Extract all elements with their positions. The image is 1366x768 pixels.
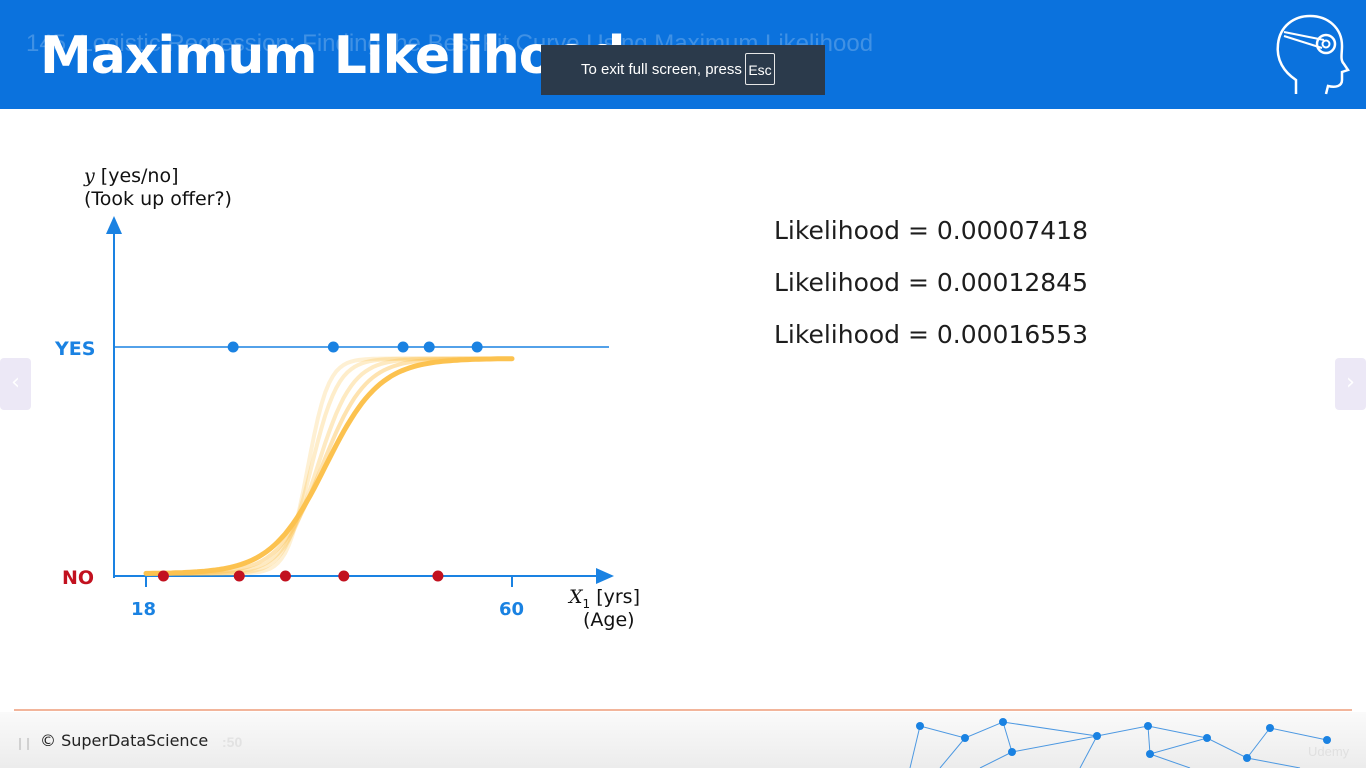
yes-point-4 <box>423 341 435 353</box>
x-unit: [yrs] <box>596 586 640 608</box>
slide-title: Maximum Likelihood <box>40 26 625 86</box>
chevron-right-icon: › <box>1346 370 1355 395</box>
network-decoration <box>909 718 1331 768</box>
no-point-1 <box>157 570 169 582</box>
y-axis-label: y [yes/no] <box>83 165 179 187</box>
udemy-watermark: Udemy <box>1308 744 1350 759</box>
esc-key-badge: Esc <box>745 53 775 85</box>
x-tick-label-18: 18 <box>131 599 156 620</box>
x-axis-label: X1 [yrs] <box>567 586 640 611</box>
y-axis-note: (Took up offer?) <box>84 188 232 210</box>
pause-icon[interactable]: ❙❙ <box>15 736 33 750</box>
likelihood-2: Likelihood = 0.00012845 <box>774 268 1088 297</box>
brain-gear-icon <box>1276 14 1350 95</box>
no-label: NO <box>62 567 94 589</box>
chevron-left-icon: ‹ <box>11 370 20 395</box>
no-point-3 <box>279 570 291 582</box>
video-progress-bar[interactable] <box>14 709 1352 711</box>
x-tick-label-60: 60 <box>499 599 524 620</box>
sigmoid-curve-1 <box>144 356 514 576</box>
fullscreen-notice-text: To exit full screen, press <box>581 61 742 78</box>
y-unit: [yes/no] <box>101 165 179 187</box>
previous-lecture-button[interactable]: ‹ <box>0 358 31 410</box>
yes-point-2 <box>327 341 339 353</box>
sigmoid-curve-2 <box>144 356 514 576</box>
x-var: X <box>567 586 584 608</box>
no-point-4 <box>338 570 350 582</box>
yes-label: YES <box>54 338 95 360</box>
yes-point-1 <box>227 341 239 353</box>
sigmoid-curve-5 <box>143 356 515 576</box>
data-points <box>157 341 483 582</box>
slide-footer <box>0 712 1366 768</box>
likelihood-3: Likelihood = 0.00016553 <box>774 320 1088 349</box>
sigmoid-curve-4 <box>144 356 514 576</box>
likelihood-1: Likelihood = 0.00007418 <box>774 216 1088 245</box>
sigmoid-curve-3 <box>144 356 514 576</box>
sigmoid-curves <box>143 356 515 576</box>
current-time: :50 <box>222 734 243 750</box>
x-axis-note: (Age) <box>583 609 635 631</box>
no-point-2 <box>233 570 245 582</box>
fullscreen-notice: To exit full screen, press Esc <box>541 45 825 95</box>
x-var-sub: 1 <box>583 597 591 611</box>
next-lecture-button[interactable]: › <box>1335 358 1366 410</box>
yes-point-5 <box>471 341 483 353</box>
no-point-5 <box>432 570 444 582</box>
yes-point-3 <box>397 341 409 353</box>
y-var: y <box>83 165 95 187</box>
copyright-text: © SuperDataScience <box>40 731 209 750</box>
